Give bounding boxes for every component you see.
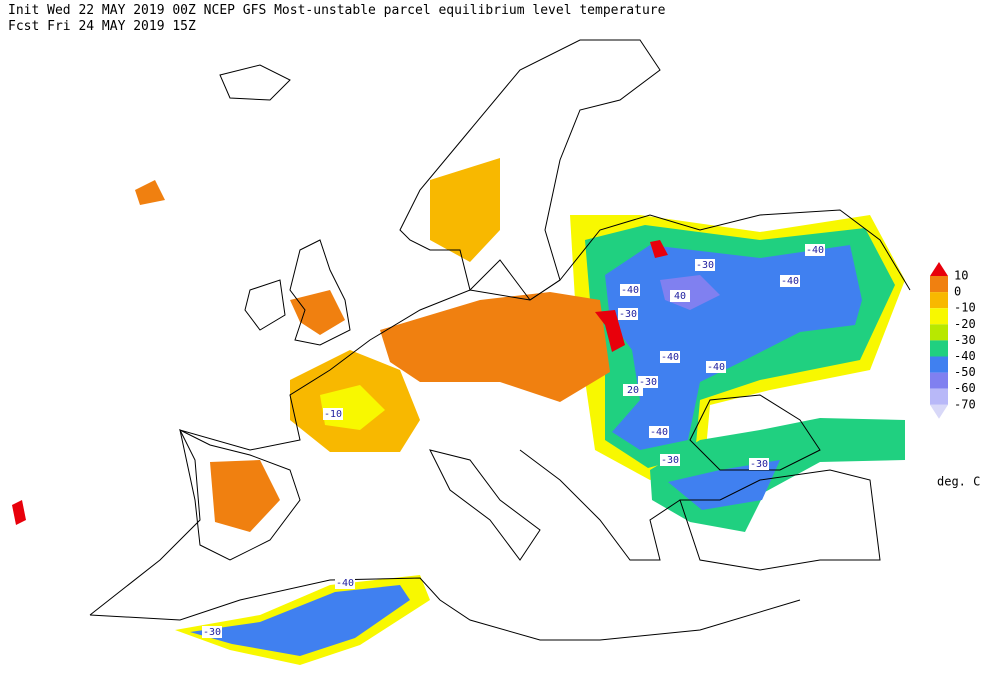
legend-label: 10 <box>954 269 968 283</box>
field-orange-iceland <box>135 180 165 205</box>
contour-label-bg <box>695 259 715 271</box>
contour-label-bg <box>670 290 690 302</box>
contour-label-bg <box>660 454 680 466</box>
contour-label-bg <box>780 275 800 287</box>
header-fcst: Fcst Fri 24 MAY 2019 15Z <box>8 19 196 34</box>
contour-label: -30 <box>619 309 637 320</box>
legend-label: -70 <box>954 397 976 411</box>
contour-label-bg <box>660 351 680 363</box>
field-red-poland <box>595 310 625 352</box>
coast-iberia <box>179 429 301 561</box>
contour-label: -40 <box>336 578 354 589</box>
contour-label: -10 <box>324 409 342 420</box>
field-orange-iberia <box>210 460 280 532</box>
legend-unit: deg. C <box>937 475 980 489</box>
contour-label-bg <box>620 284 640 296</box>
contour-label: 20 <box>627 385 639 396</box>
contour-label: -40 <box>661 352 679 363</box>
legend-label: -40 <box>954 349 976 363</box>
legend-label: -10 <box>954 301 976 315</box>
field-orange-uk <box>290 290 345 335</box>
legend-box <box>930 292 948 309</box>
contour-label: -30 <box>661 455 679 466</box>
contour-label: -40 <box>806 245 824 256</box>
coast-mainland <box>89 209 911 616</box>
contour-label: -40 <box>621 285 639 296</box>
coast-britain <box>289 239 351 346</box>
coast-balkans <box>519 449 681 561</box>
contour-label-bg <box>618 308 638 320</box>
contour-label: -40 <box>707 362 725 373</box>
contour-label-bg <box>706 361 726 373</box>
legend-label: 0 <box>954 285 961 299</box>
legend-label: -50 <box>954 365 976 379</box>
field-turkey-blue <box>668 460 780 510</box>
contour-label: -30 <box>639 377 657 388</box>
coast-iceland <box>219 64 291 101</box>
contour-label: -40 <box>781 276 799 287</box>
contour-label-bg <box>749 458 769 470</box>
legend-box <box>930 356 948 373</box>
coast-turkey <box>679 469 881 571</box>
field-orange-central <box>380 292 610 402</box>
contour-label-bg <box>202 626 222 638</box>
contour-label: -30 <box>203 627 221 638</box>
legend-triangle-bottom <box>930 404 948 419</box>
coast-scandinavia <box>399 39 661 301</box>
contour-label-bg <box>335 577 355 589</box>
coast-ireland <box>244 279 286 331</box>
coastlines <box>89 39 911 641</box>
field-gold-scand <box>430 158 500 262</box>
coast-italy <box>429 449 541 561</box>
header-init: Init Wed 22 MAY 2019 00Z NCEP GFS Most-u… <box>8 3 666 18</box>
contour-label: -30 <box>750 459 768 470</box>
contour-label-bg <box>323 408 343 420</box>
coast-black-sea <box>689 394 821 471</box>
legend-label: -60 <box>954 381 976 395</box>
contour-label: -40 <box>650 427 668 438</box>
legend-box <box>930 308 948 325</box>
legend-box <box>930 340 948 357</box>
legend-label: -20 <box>954 317 976 331</box>
legend-box <box>930 276 948 293</box>
contour-label-bg <box>805 244 825 256</box>
legend-box <box>930 388 948 405</box>
legend-label: -30 <box>954 333 976 347</box>
coast-north-africa <box>89 577 801 641</box>
contour-label: 40 <box>674 291 686 302</box>
field-blue-africa <box>190 585 410 656</box>
contour-label-bg <box>649 426 669 438</box>
contour-label: -30 <box>696 260 714 271</box>
contour-label-bg <box>638 376 658 388</box>
legend-box <box>930 324 948 341</box>
field-shading <box>12 158 905 665</box>
legend-triangle-top <box>930 262 948 276</box>
field-red-russia <box>650 240 668 258</box>
legend-box <box>930 372 948 389</box>
field-red-azores <box>12 500 26 525</box>
